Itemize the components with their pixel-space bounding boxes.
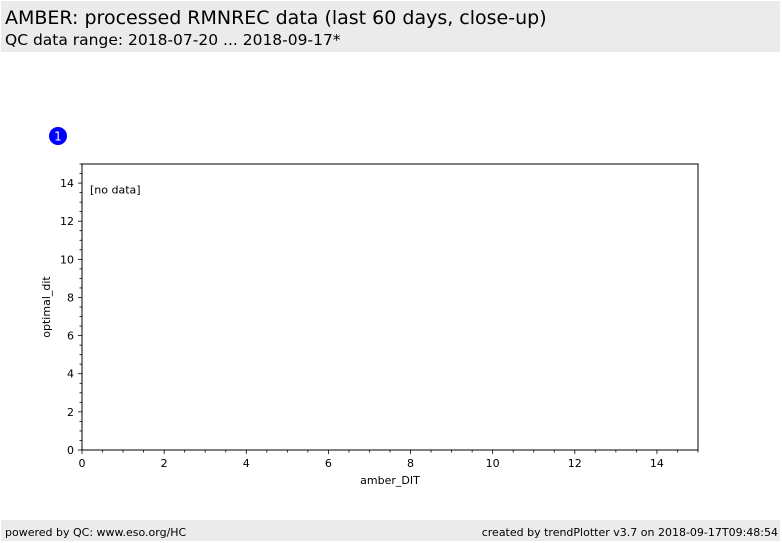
y-axis-label: optimal_dit [40,276,53,338]
y-tick-label: 4 [67,368,74,381]
page-title: AMBER: processed RMNREC data (last 60 da… [5,7,547,29]
y-tick-label: 8 [67,291,74,304]
y-axis: 0 2 4 6 8 10 12 14 [60,163,82,457]
header-bar: AMBER: processed RMNREC data (last 60 da… [1,1,780,52]
x-tick-label: 10 [486,457,500,470]
x-tick-label: 6 [325,457,332,470]
panel-marker-circle [49,127,67,145]
x-axis-label: amber_DIT [360,474,420,487]
y-tick-label: 14 [60,177,74,190]
x-tick-label: 12 [568,457,582,470]
x-axis: 0 2 4 6 8 10 12 14 [79,450,699,470]
footer-credit: powered by QC: www.eso.org/HC [5,526,187,539]
no-data-annotation: [no data] [90,184,141,197]
x-tick-label: 14 [650,457,664,470]
y-tick-label: 10 [60,253,74,266]
x-tick-label: 2 [161,457,168,470]
y-tick-label: 0 [67,444,74,457]
footer-generator-info: created by trendPlotter v3.7 on 2018-09-… [481,526,778,539]
footer-bar: powered by QC: www.eso.org/HC created by… [1,520,780,541]
y-tick-label: 2 [67,406,74,419]
x-tick-label: 4 [243,457,250,470]
y-tick-label: 12 [60,215,74,228]
y-tick-label: 6 [67,330,74,343]
x-tick-label: 8 [407,457,414,470]
page-subtitle: QC data range: 2018-07-20 ... 2018-09-17… [5,31,341,49]
plot-frame [81,163,699,451]
panel-marker: 1 [49,127,67,145]
x-tick-label: 0 [79,457,86,470]
panel-marker-label: 1 [54,130,62,144]
